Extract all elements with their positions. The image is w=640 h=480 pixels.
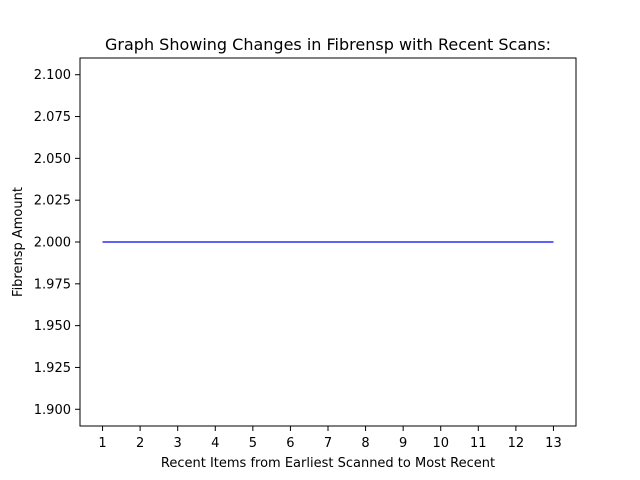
x-axis: 1 2 3 4 5 6 7 8 9 10 11 12 13	[98, 426, 562, 451]
y-axis: 1.900 1.925 1.950 1.975 2.000 2.025 2.050 2.075…	[34, 68, 80, 418]
x-tick-label: 10	[432, 436, 449, 451]
y-tick-label: 2.000	[34, 236, 71, 251]
y-tick-label: 1.900	[34, 403, 71, 418]
x-tick-label: 3	[174, 436, 182, 451]
x-axis-label: Recent Items from Earliest Scanned to Mo…	[161, 456, 495, 471]
x-tick-label: 7	[324, 436, 332, 451]
chart-title: Graph Showing Changes in Fibrensp with R…	[105, 35, 551, 54]
x-tick-label: 1	[98, 436, 106, 451]
y-tick-label: 1.975	[34, 277, 71, 292]
x-tick-label: 4	[211, 436, 219, 451]
y-tick-label: 1.925	[34, 361, 71, 376]
x-tick-label: 2	[136, 436, 144, 451]
y-tick-label: 2.100	[34, 68, 71, 83]
y-tick-label: 2.025	[34, 194, 71, 209]
x-tick-label: 11	[470, 436, 487, 451]
y-axis-label: Fibrensp Amount	[11, 187, 26, 297]
x-tick-label: 9	[399, 436, 407, 451]
y-tick-label: 1.950	[34, 319, 71, 334]
x-tick-label: 12	[508, 436, 525, 451]
x-tick-label: 5	[249, 436, 257, 451]
y-tick-label: 2.075	[34, 110, 71, 125]
x-tick-label: 8	[361, 436, 369, 451]
y-tick-label: 2.050	[34, 152, 71, 167]
x-tick-label: 13	[545, 436, 562, 451]
x-tick-label: 6	[286, 436, 294, 451]
